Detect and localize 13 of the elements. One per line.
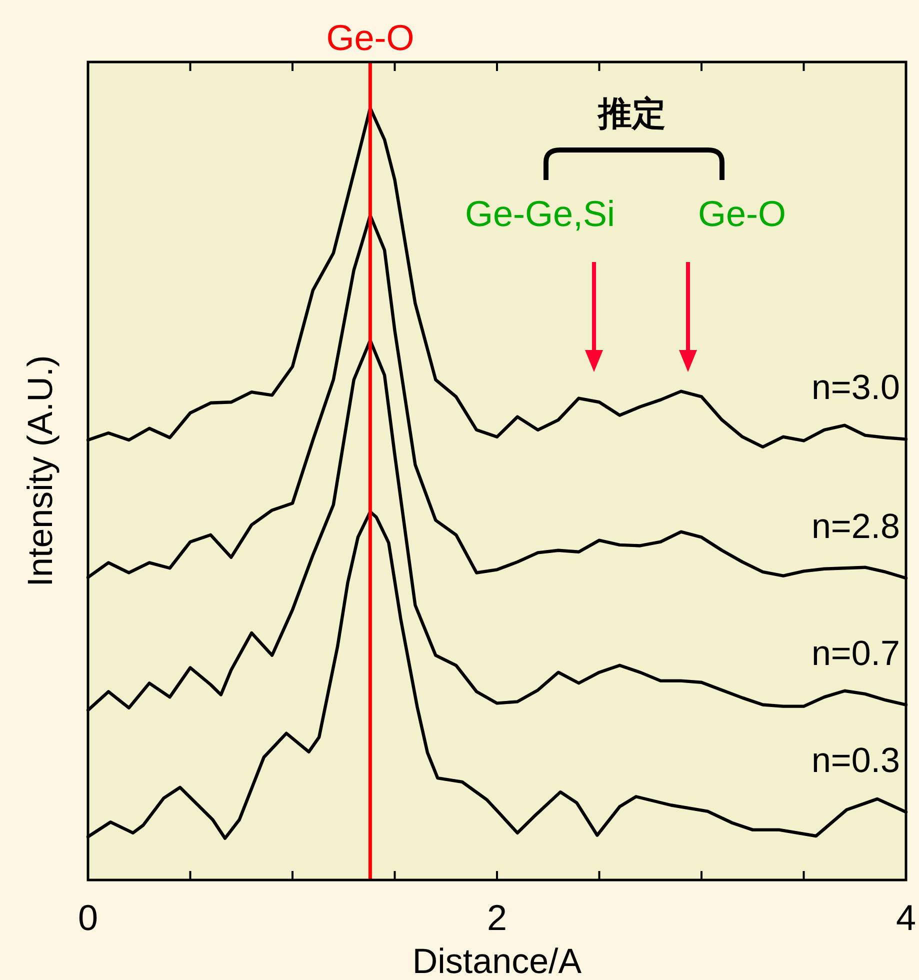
x-tick-label: 4	[896, 897, 916, 938]
annotation: Ge-Ge,Si	[464, 193, 616, 234]
series-label: n=0.7	[811, 634, 900, 673]
y-axis-title: Intensity (A.U.)	[21, 355, 60, 587]
x-tick-label: 2	[486, 897, 508, 938]
series-label: n=3.0	[811, 368, 900, 408]
x-axis-title: Distance/A	[412, 942, 582, 980]
ref-line-label: Ge-O	[326, 17, 414, 58]
series-label: n=2.8	[811, 507, 900, 546]
annotation: 推定	[597, 95, 666, 133]
series-label: n=0.3	[811, 741, 900, 780]
annotation: Ge-O	[698, 193, 786, 234]
x-tick-label: 0	[78, 897, 98, 938]
